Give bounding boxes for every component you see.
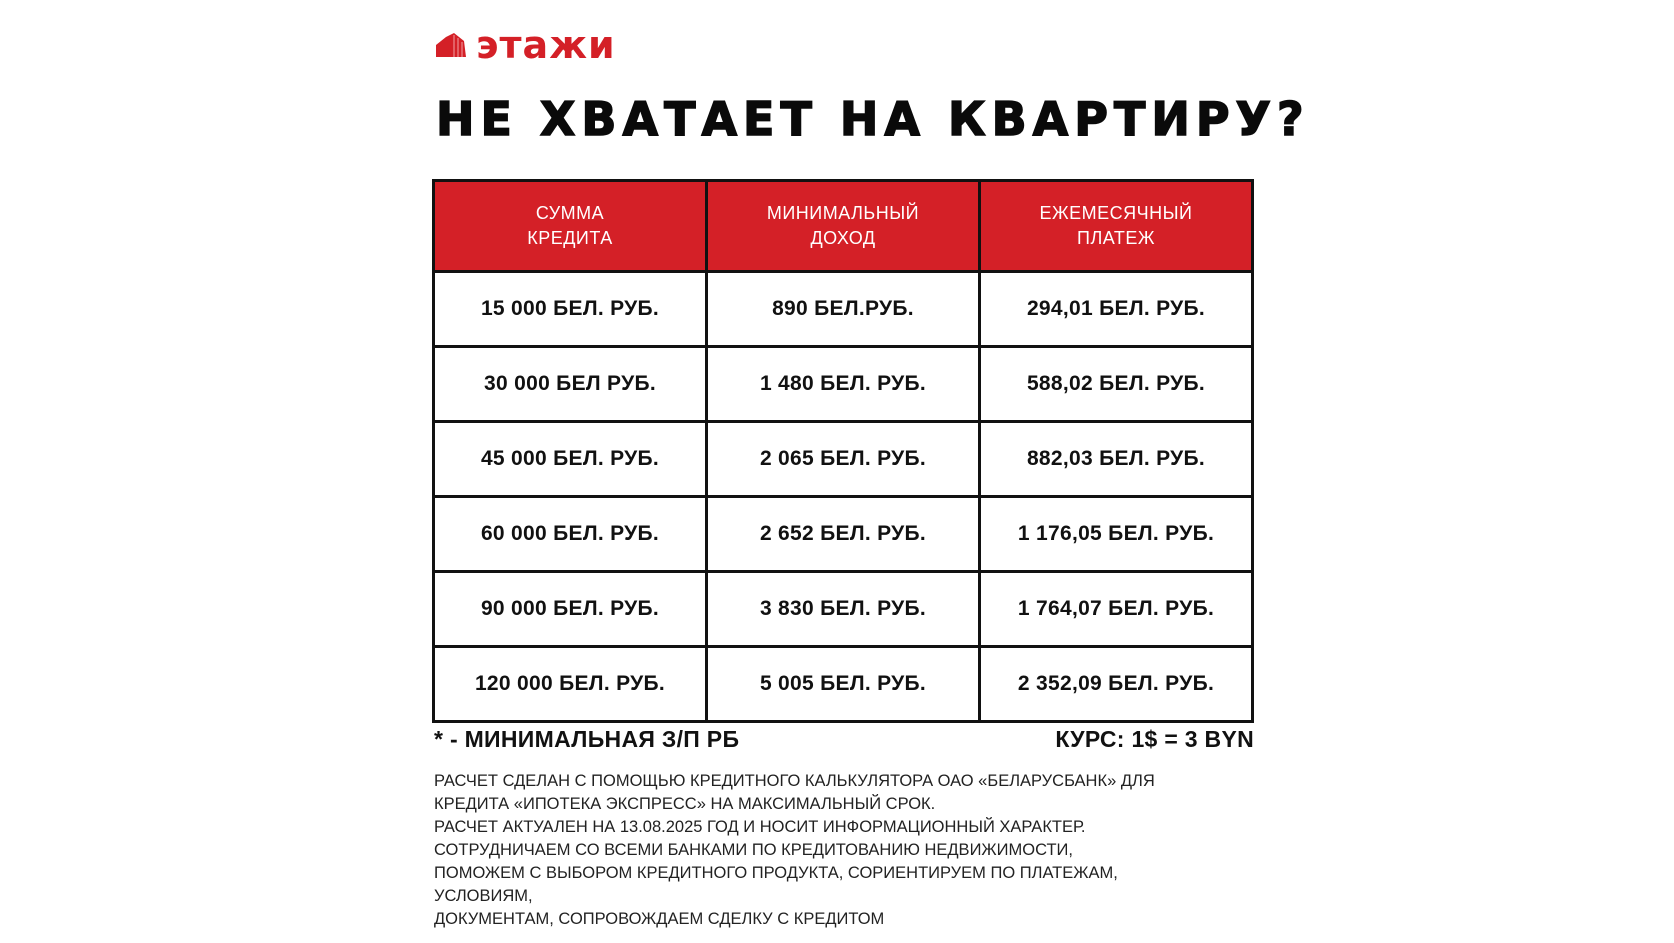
disclaimer-line: ПОМОЖЕМ С ВЫБОРОМ КРЕДИТНОГО ПРОДУКТА, С… (434, 864, 1118, 882)
disclaimer-line: КРЕДИТА «ИПОТЕКА ЭКСПРЕСС» НА МАКСИМАЛЬН… (434, 795, 936, 813)
cell-loan-amount: 15 000 БЕЛ. РУБ. (432, 270, 708, 348)
cell-min-income: 3 830 БЕЛ. РУБ. (705, 570, 981, 648)
cell-min-income: 890 БЕЛ.РУБ. (705, 270, 981, 348)
cell-loan-amount: 120 000 БЕЛ. РУБ. (432, 645, 708, 723)
header-min-income: МИНИМАЛЬНЫЙ ДОХОД (705, 179, 981, 273)
building-icon (436, 33, 466, 57)
disclaimer-line: СОТРУДНИЧАЕМ СО ВСЕМИ БАНКАМИ ПО КРЕДИТО… (434, 841, 1073, 859)
cell-min-income: 2 652 БЕЛ. РУБ. (705, 495, 981, 573)
cell-min-income: 1 480 БЕЛ. РУБ. (705, 345, 981, 423)
cell-loan-amount: 60 000 БЕЛ. РУБ. (432, 495, 708, 573)
table-row: 45 000 БЕЛ. РУБ. 2 065 БЕЛ. РУБ. 882,03 БЕ… (432, 420, 1254, 498)
cell-loan-amount: 30 000 БЕЛ РУБ. (432, 345, 708, 423)
table-row: 90 000 БЕЛ. РУБ. 3 830 БЕЛ. РУБ. 1 764,07 … (432, 570, 1254, 648)
brand-logo: этажи (436, 26, 616, 64)
table-header-row: СУММА КРЕДИТА МИНИМАЛЬНЫЙ ДОХОД ЕЖЕМЕСЯЧНЫ… (432, 179, 1254, 273)
logo-text: этажи (476, 23, 616, 67)
cell-monthly-payment: 882,03 БЕЛ. РУБ. (978, 420, 1254, 498)
cell-monthly-payment: 1 764,07 БЕЛ. РУБ. (978, 570, 1254, 648)
table-row: 30 000 БЕЛ РУБ. 1 480 БЕЛ. РУБ. 588,02 БЕЛ… (432, 345, 1254, 423)
disclaimer-line: РАСЧЕТ АКТУАЛЕН НА 13.08.2025 ГОД И НОСИ… (434, 818, 1086, 836)
table-row: 120 000 БЕЛ. РУБ. 5 005 БЕЛ. РУБ. 2 352,09… (432, 645, 1254, 723)
disclaimer-line: РАСЧЕТ СДЕЛАН С ПОМОЩЬЮ КРЕДИТНОГО КАЛЬК… (434, 772, 1155, 790)
disclaimer-line: ДОКУМЕНТАМ, СОПРОВОЖДАЕМ СДЕЛКУ С КРЕДИТ… (434, 910, 885, 928)
cell-min-income: 5 005 БЕЛ. РУБ. (705, 645, 981, 723)
loan-table: СУММА КРЕДИТА МИНИМАЛЬНЫЙ ДОХОД ЕЖЕМЕСЯЧНЫ… (432, 179, 1254, 723)
exchange-rate: КУРС: 1$ = 3 BYN (1055, 726, 1254, 752)
disclaimer: РАСЧЕТ СДЕЛАН С ПОМОЩЬЮ КРЕДИТНОГО КАЛЬК… (434, 770, 1254, 931)
notes-row: * - МИНИМАЛЬНАЯ З/П РБ КУРС: 1$ = 3 BYN (434, 726, 1254, 753)
table-row: 15 000 БЕЛ. РУБ. 890 БЕЛ.РУБ. 294,01 БЕЛ. … (432, 270, 1254, 348)
cell-loan-amount: 90 000 БЕЛ. РУБ. (432, 570, 708, 648)
min-wage-note: * - МИНИМАЛЬНАЯ З/П РБ (434, 726, 740, 752)
cell-min-income: 2 065 БЕЛ. РУБ. (705, 420, 981, 498)
cell-monthly-payment: 1 176,05 БЕЛ. РУБ. (978, 495, 1254, 573)
cell-loan-amount: 45 000 БЕЛ. РУБ. (432, 420, 708, 498)
cell-monthly-payment: 588,02 БЕЛ. РУБ. (978, 345, 1254, 423)
disclaimer-line: УСЛОВИЯМ, (434, 887, 533, 905)
header-loan-amount: СУММА КРЕДИТА (432, 179, 708, 273)
cell-monthly-payment: 294,01 БЕЛ. РУБ. (978, 270, 1254, 348)
header-monthly-payment: ЕЖЕМЕСЯЧНЫЙ ПЛАТЕЖ (978, 179, 1254, 273)
page-title: НЕ ХВАТАЕТ НА КВАРТИРУ? (435, 91, 1310, 147)
cell-monthly-payment: 2 352,09 БЕЛ. РУБ. (978, 645, 1254, 723)
table-row: 60 000 БЕЛ. РУБ. 2 652 БЕЛ. РУБ. 1 176,05 … (432, 495, 1254, 573)
